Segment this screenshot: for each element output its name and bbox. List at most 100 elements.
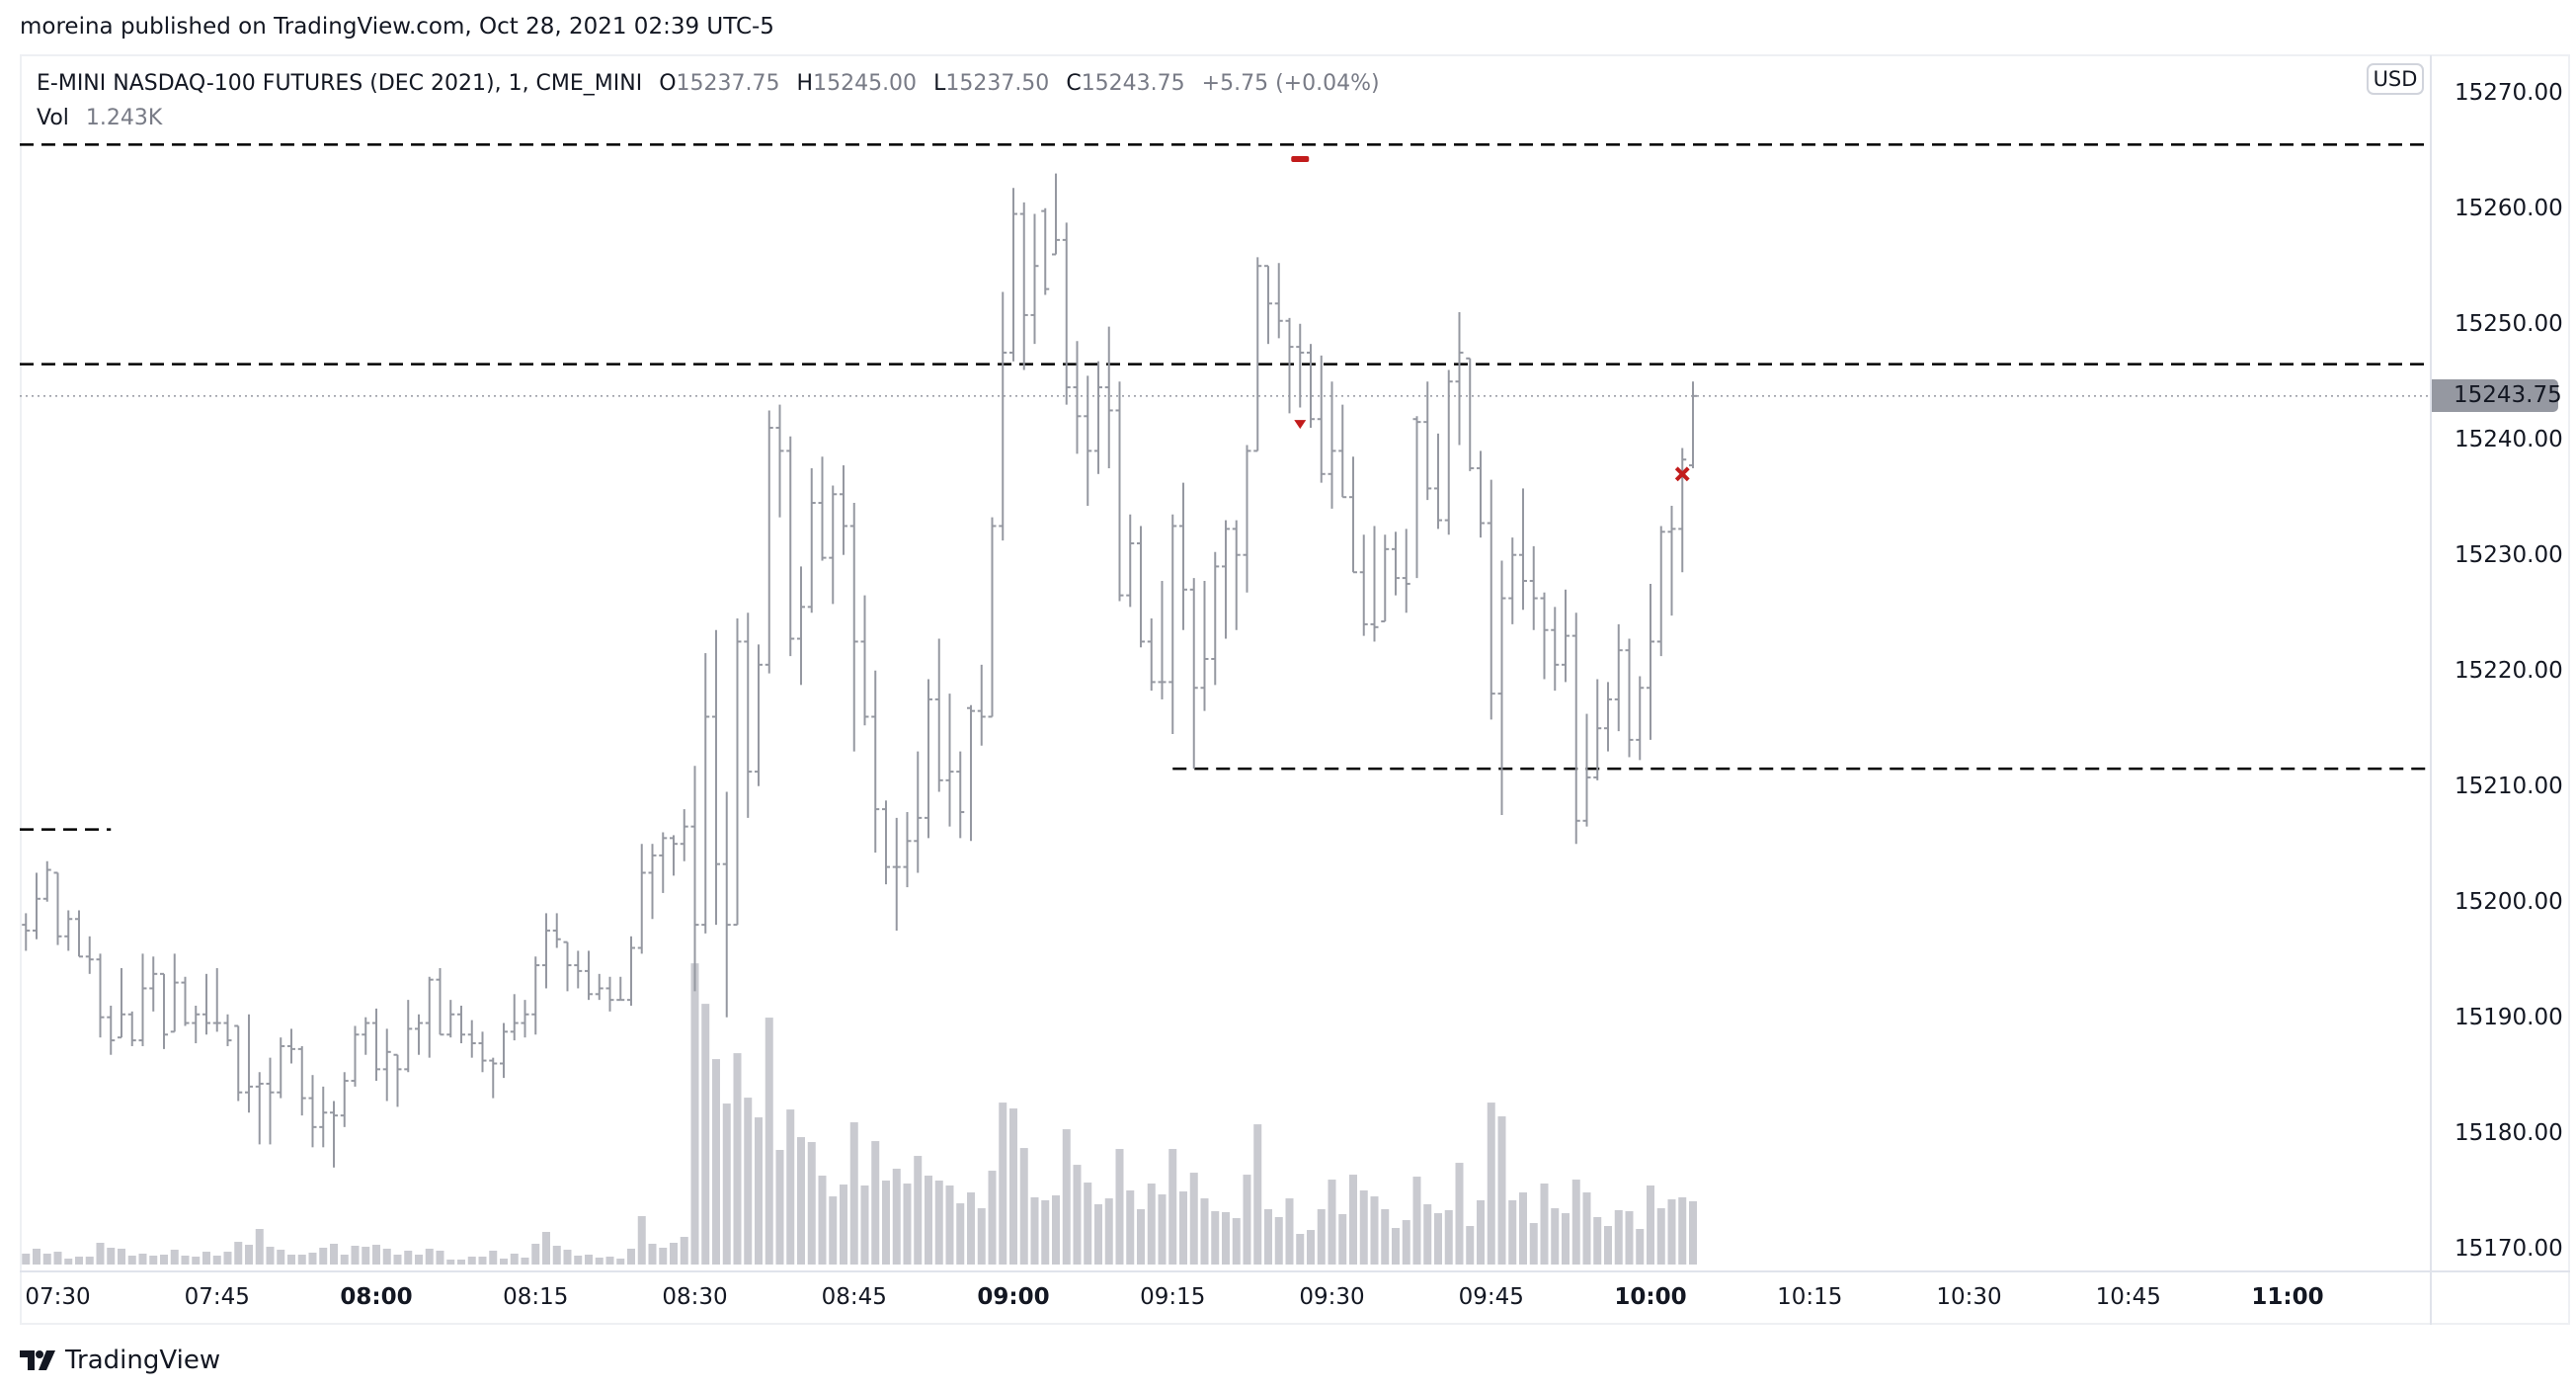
volume-bar [234,1242,243,1265]
ohlc-bar [1253,257,1262,452]
ohlc-bar [1370,526,1379,642]
volume-bar [552,1245,561,1265]
chart-legend: E-MINI NASDAQ-100 FUTURES (DEC 2021), 1,… [37,69,1380,138]
ohlc-bar [1030,213,1039,345]
volume-label[interactable]: Vol [37,106,69,130]
volume-bar [1614,1209,1623,1265]
ohlc-bar [446,1000,455,1038]
volume-bar [1349,1175,1357,1265]
ohlc-bar [882,800,890,885]
ohlc-bar [75,910,83,958]
volume-bar [297,1255,306,1265]
ohlc-bar [330,1101,338,1168]
legend-volume-row: Vol 1.243K [37,104,1380,138]
close-label: C [1066,71,1082,96]
volume-bar [1519,1192,1527,1265]
volume-bar [818,1176,827,1265]
volume-bar [1274,1217,1283,1265]
tradingview-logo[interactable]: TradingView [20,1346,220,1375]
time-tick-label: 10:45 [2095,1284,2161,1310]
volume-bar [1477,1200,1485,1265]
volume-bar [934,1181,943,1265]
volume-bar [1232,1218,1241,1265]
open-label: O [659,71,677,96]
volume-bar [860,1185,869,1265]
volume-bar [1189,1173,1198,1265]
cross-marker [1674,466,1690,482]
ohlc-bar [1551,607,1560,692]
ohlc-bar [542,913,550,989]
volume-bar [1084,1183,1092,1265]
volume-bar [436,1250,444,1265]
time-tick-label: 10:30 [1936,1284,2002,1310]
volume-bar [1062,1129,1071,1265]
volume-bar [404,1250,413,1265]
ohlc-bar [1381,534,1390,622]
time-tick-label: 10:00 [1614,1284,1687,1310]
volume-bar [1019,1148,1028,1265]
ohlc-bar [1392,531,1400,596]
volume-bar [1126,1190,1135,1265]
ohlc-bar [510,994,519,1041]
ohlc-bar [1189,578,1198,770]
low-value: 15237.50 [945,71,1050,96]
currency-button[interactable]: USD [2367,63,2424,95]
volume-bar [266,1247,275,1265]
volume-bar [1604,1226,1612,1265]
ohlc-bar [1466,357,1475,471]
volume-bar [967,1192,975,1265]
volume-bar [1243,1175,1251,1265]
ohlc-bar [860,595,869,726]
time-tick-label: 07:30 [25,1284,91,1310]
ohlc-bar [1222,520,1230,639]
volume-bar [563,1250,572,1265]
volume-bar [1285,1198,1294,1265]
ohlc-bar [1104,326,1113,468]
ohlc-bar [1094,361,1102,474]
symbol-title[interactable]: E-MINI NASDAQ-100 FUTURES (DEC 2021), 1,… [37,71,643,96]
volume-bar [500,1259,508,1265]
volume-bar [107,1248,116,1265]
ohlc-bar [1200,581,1209,711]
volume-bar [1593,1217,1602,1265]
volume-bar [1317,1209,1326,1265]
low-label: L [933,71,946,96]
ohlc-bar [1604,682,1612,752]
time-tick-label: 11:00 [2251,1284,2324,1310]
ohlc-bar [1678,448,1687,573]
ohlc-bar [670,835,678,876]
volume-bar [1508,1200,1517,1265]
ohlc-bar [1656,526,1665,657]
ohlc-bar [1338,404,1347,499]
ohlc-bar [467,1020,476,1058]
volume-bar [531,1243,540,1265]
volume-bar [1041,1200,1050,1265]
volume-bar [393,1255,402,1265]
volume-bar [192,1257,201,1265]
ohlc-bar [786,436,795,657]
volume-bar [415,1255,423,1265]
ohlc-bar [425,976,434,1058]
ohlc-bar [840,465,847,555]
triangle-down-marker [1294,420,1307,430]
volume-bar [892,1169,901,1265]
volume-bar [351,1245,360,1265]
ohlc-bar [818,456,827,561]
ohlc-bar [1582,713,1591,827]
ohlc-bar [1359,534,1368,636]
volume-bar [914,1156,923,1265]
ohlc-bar [1477,450,1485,538]
ohlc-bar [1328,381,1336,509]
volume-bar [42,1253,51,1265]
ohlc-bar [552,913,561,948]
legend-ohlc-row: E-MINI NASDAQ-100 FUTURES (DEC 2021), 1,… [37,69,1380,104]
ohlc-bar [372,1008,380,1082]
volume-bar [722,1103,731,1265]
volume-bar [712,1059,720,1265]
volume-bar [362,1247,370,1265]
ohlc-bar [1444,369,1453,535]
time-tick-label: 09:45 [1458,1284,1524,1310]
ohlc-bar [22,913,31,951]
volume-bar [1147,1184,1156,1265]
